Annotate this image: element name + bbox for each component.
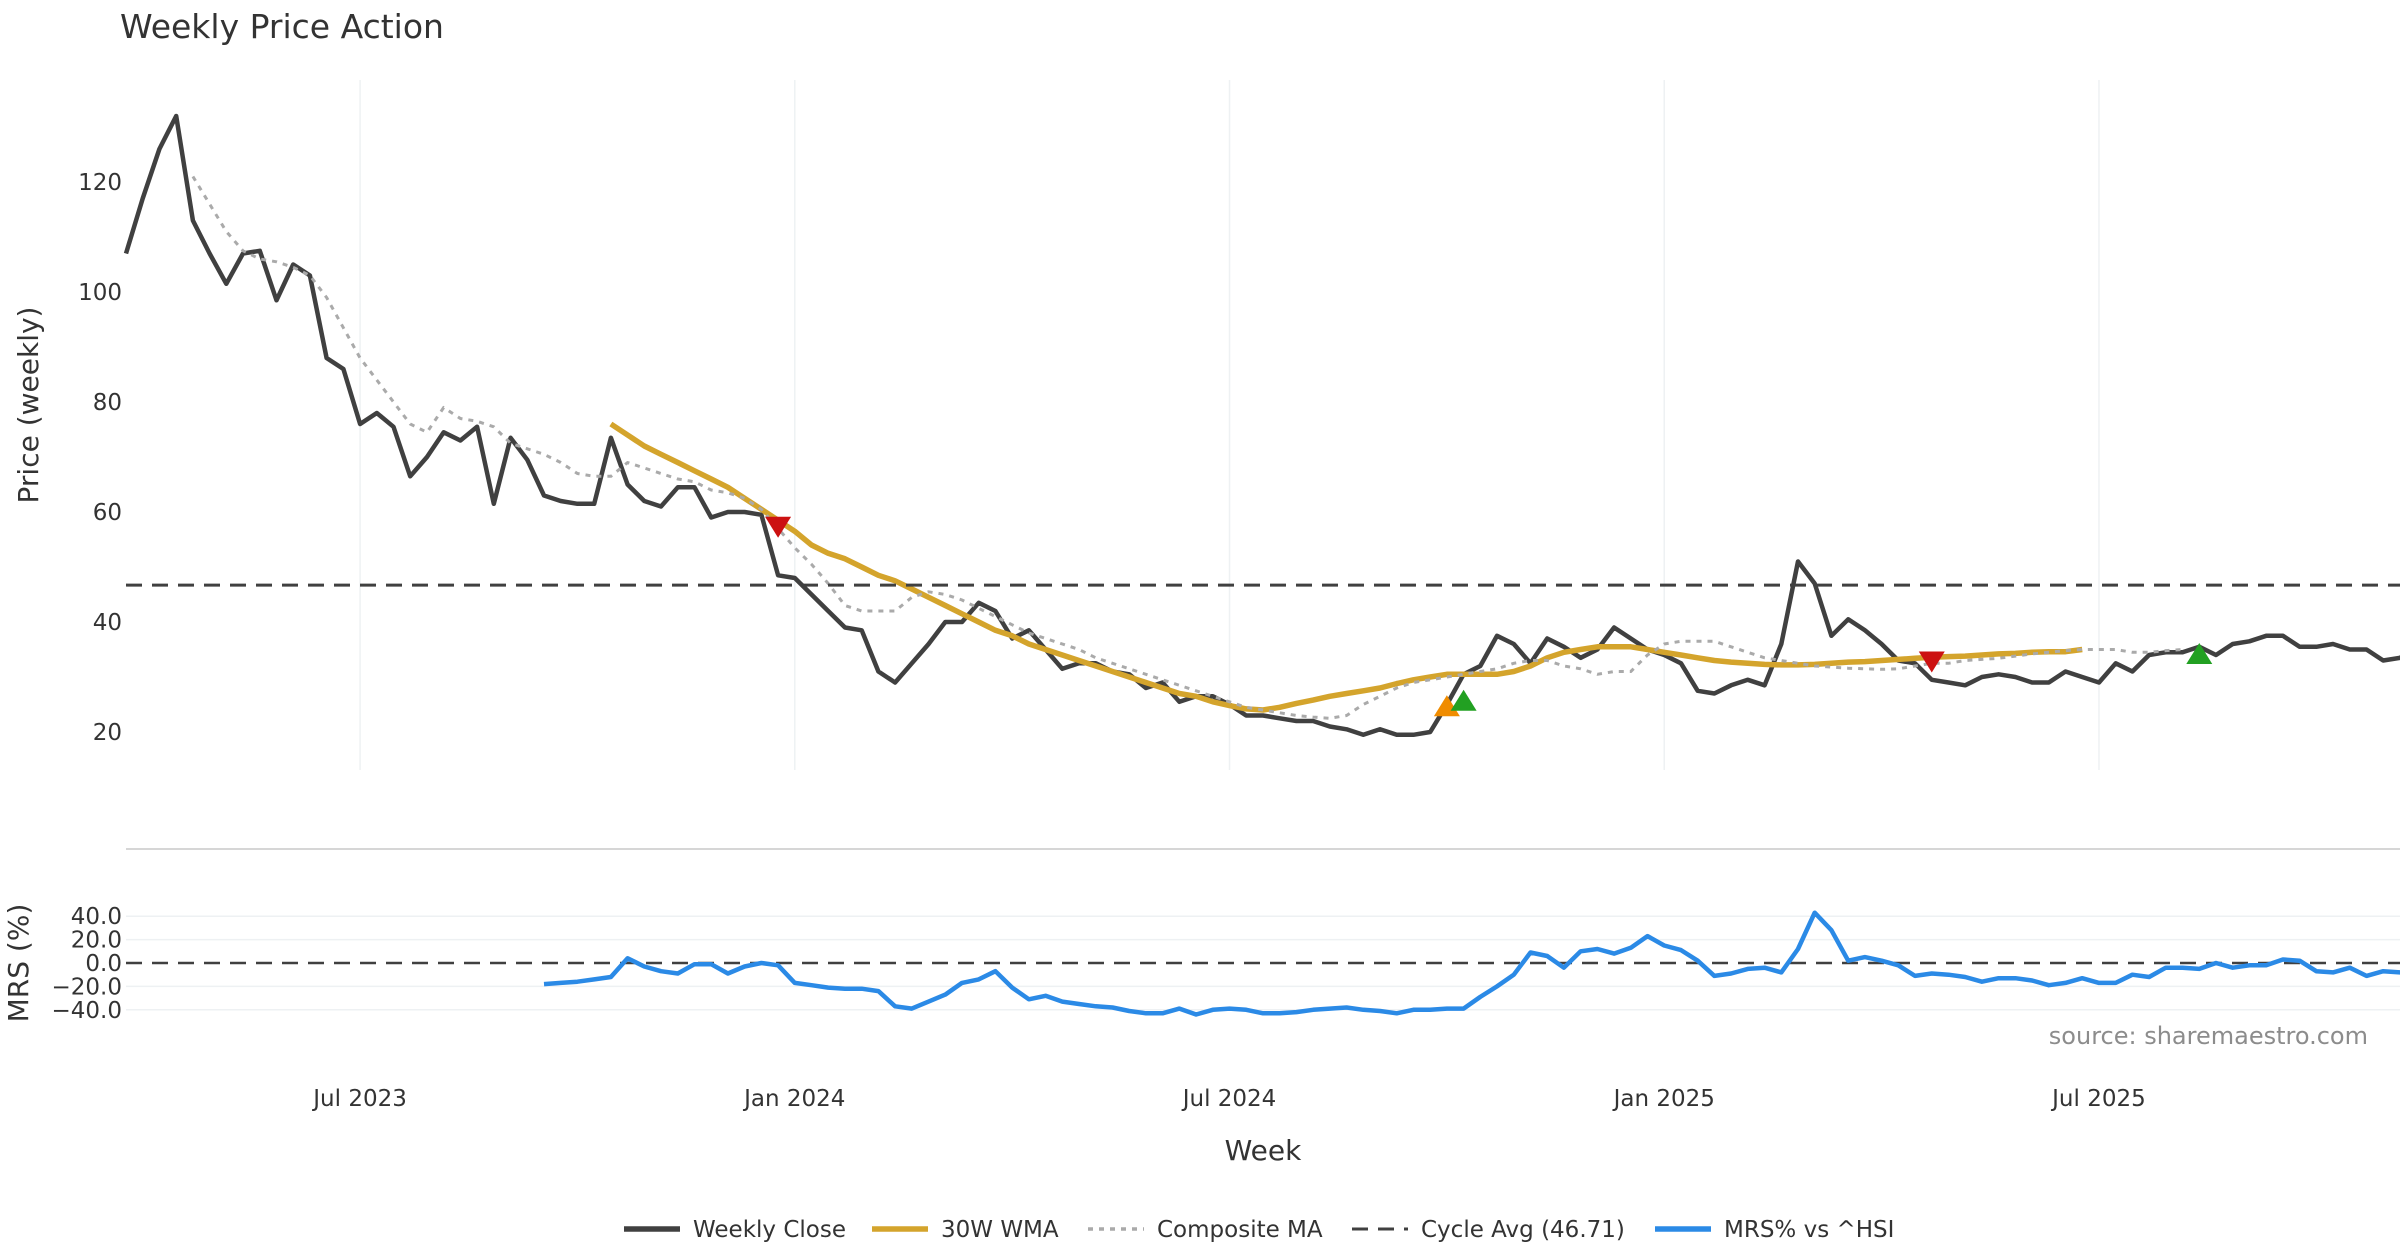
buy-signal-marker bbox=[1450, 689, 1477, 711]
mrs-grid bbox=[126, 915, 2400, 1011]
mrs-y-tick-label: −20.0 bbox=[52, 974, 122, 1000]
price-y-axis: 20 40 60 80 100 120 bbox=[78, 170, 122, 746]
sell-signal-marker bbox=[1918, 651, 1945, 673]
weekly-close-line bbox=[123, 113, 2400, 738]
chart-title: Weekly Price Action bbox=[120, 7, 444, 46]
x-tick-label: Jul 2025 bbox=[2050, 1086, 2146, 1112]
legend-label: MRS% vs ^HSI bbox=[1724, 1217, 1894, 1243]
legend-label: 30W WMA bbox=[941, 1217, 1059, 1243]
mrs-y-tick-label: 0.0 bbox=[85, 951, 122, 977]
composite-ma-line bbox=[191, 175, 2183, 720]
legend-item: Composite MA bbox=[1088, 1217, 1323, 1243]
x-tick-label: Jan 2025 bbox=[1612, 1086, 1715, 1112]
legend-item: Cycle Avg (46.71) bbox=[1352, 1217, 1625, 1243]
wma-30w-line bbox=[609, 421, 2083, 713]
x-axis: Jul 2023 Jan 2024 Jul 2024 Jan 2025 Jul 2025 bbox=[311, 1086, 2145, 1112]
price-y-tick-label: 120 bbox=[78, 170, 122, 196]
price-y-tick-label: 80 bbox=[93, 390, 122, 416]
mrs-y-tick-label: 20.0 bbox=[71, 928, 122, 954]
x-axis-title: Week bbox=[1225, 1134, 1302, 1167]
sell-signal-marker bbox=[765, 516, 792, 538]
legend-label: Composite MA bbox=[1157, 1217, 1323, 1243]
legend-item: 30W WMA bbox=[872, 1217, 1059, 1243]
price-y-tick-label: 100 bbox=[78, 280, 122, 306]
source-annotation: source: sharemaestro.com bbox=[2049, 1022, 2368, 1050]
legend-item: MRS% vs ^HSI bbox=[1655, 1217, 1894, 1243]
mrs-y-axis: 40.020.00.0−20.0−40.0 bbox=[52, 904, 122, 1024]
x-tick-label: Jan 2024 bbox=[742, 1086, 845, 1112]
x-tick-label: Jul 2023 bbox=[311, 1086, 407, 1112]
signal-markers bbox=[765, 516, 2213, 717]
x-tick-label: Jul 2024 bbox=[1181, 1086, 1277, 1112]
mrs-y-axis-title: MRS (%) bbox=[2, 904, 35, 1023]
legend-label: Cycle Avg (46.71) bbox=[1421, 1217, 1625, 1243]
mrs-y-tick-label: −40.0 bbox=[52, 998, 122, 1024]
price-y-axis-title: Price (weekly) bbox=[12, 307, 45, 504]
price-panel: 20 40 60 80 100 120 Price (weekly) bbox=[12, 80, 2400, 770]
mrs-y-tick-label: 40.0 bbox=[71, 904, 122, 930]
mrs-panel: 40.020.00.0−20.0−40.0 MRS (%) source: sh… bbox=[2, 848, 2400, 1050]
legend-item: Weekly Close bbox=[624, 1217, 846, 1243]
legend: Weekly Close 30W WMA Composite MA Cycle Avg… bbox=[624, 1217, 1894, 1243]
price-series bbox=[123, 113, 2400, 738]
mrs-line bbox=[543, 910, 2400, 1017]
price-y-tick-label: 20 bbox=[93, 720, 122, 746]
legend-label: Weekly Close bbox=[693, 1217, 846, 1243]
buy-signal-marker bbox=[1433, 695, 1460, 717]
mrs-series bbox=[543, 910, 2400, 1017]
price-y-tick-label: 40 bbox=[93, 610, 122, 636]
price-y-tick-label: 60 bbox=[93, 500, 122, 526]
buy-signal-marker bbox=[2186, 643, 2213, 664]
